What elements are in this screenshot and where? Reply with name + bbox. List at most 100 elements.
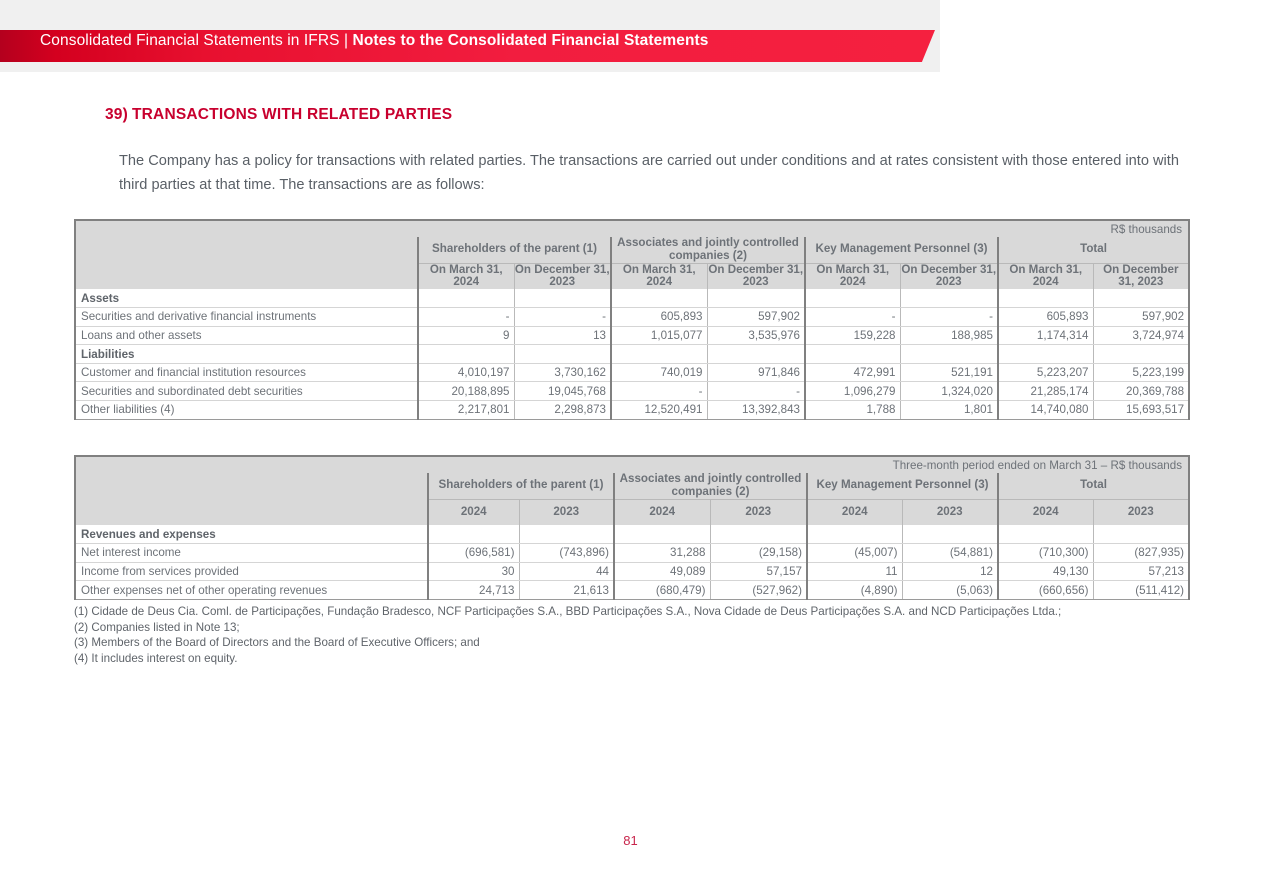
row-value: 1,788 [804,400,900,420]
table-row: Other liabilities (4) 2,217,801 2,298,873 1… [74,400,1191,420]
row-value: 20,188,895 [417,381,514,402]
header-title-normal: Consolidated Financial Statements in IFR… [40,32,353,49]
row-value [513,289,611,309]
table1-group-key-management: Key Management Personnel (3) [804,237,998,263]
table2-corner-cell [74,455,428,473]
table2-period-6: 2024 [997,498,1093,525]
footnotes: (1) Cidade de Deus Cia. Coml. de Partici… [74,604,1061,666]
row-value: 30 [427,562,519,582]
table1-period-4: On March 31, 2024 [804,262,900,289]
table2-group-shareholders: Shareholders of the parent (1) [427,473,614,499]
row-value: 13 [513,326,611,346]
row-value: 31,288 [613,543,710,563]
page-title: 39) TRANSACTIONS WITH RELATED PARTIES [78,106,452,124]
table2-period-2: 2024 [613,498,710,525]
table-row: Revenues and expenses [74,525,1191,545]
section-number: 39) [104,106,128,123]
row-value: 20,369,788 [1092,381,1191,402]
row-value: (29,158) [709,543,807,563]
row-value: 49,130 [997,562,1093,582]
row-value: 2,298,873 [513,400,611,420]
intro-paragraph: The Company has a policy for transaction… [119,153,1179,193]
footnote-line: (2) Companies listed in Note 13; [74,620,240,634]
row-value: 2,217,801 [417,400,514,420]
row-label: Assets [74,289,418,309]
row-value: - [417,307,514,327]
row-value: (827,935) [1092,543,1191,563]
row-value [899,344,998,364]
row-value: 521,191 [899,363,998,383]
table1-group-header-row: Shareholders of the parent (1) Associate… [74,236,1191,289]
row-value [899,289,998,309]
row-label: Other liabilities (4) [74,400,418,420]
row-value: - [706,381,805,402]
table-row: Liabilities [74,344,1191,364]
row-value: (45,007) [806,543,902,563]
row-value: 15,693,517 [1092,400,1191,420]
row-value [613,525,710,545]
row-value: - [513,307,611,327]
row-value [997,525,1093,545]
row-value [997,289,1093,309]
table2-group-header-row: Shareholders of the parent (1) Associate… [74,472,1191,525]
table1-period-6: On March 31, 2024 [997,262,1093,289]
table1-group-shareholders: Shareholders of the parent (1) [417,237,611,263]
table1-corner-cell [74,219,418,237]
row-value [706,289,805,309]
row-value: 3,535,976 [706,326,805,346]
row-value: 1,324,020 [899,381,998,402]
row-value: 5,223,199 [1092,363,1191,383]
row-value [417,344,514,364]
row-value: 19,045,768 [513,381,611,402]
row-label: Securities and derivative financial inst… [74,307,418,327]
row-value: 9 [417,326,514,346]
row-label: Revenues and expenses [74,525,428,545]
row-value: (511,412) [1092,580,1191,600]
row-value [427,525,519,545]
table-row: Securities and subordinated debt securit… [74,381,1191,402]
row-value [1092,289,1191,309]
row-value [804,289,900,309]
row-value: 188,985 [899,326,998,346]
table-row: Securities and derivative financial inst… [74,307,1191,327]
row-value [997,344,1093,364]
row-value: (660,656) [997,580,1093,600]
table-row: Income from services provided 30 44 49,089 5… [74,562,1191,582]
footnote-line: (4) It includes interest on equity. [74,651,238,665]
row-value [518,525,614,545]
table2-period-3: 2023 [709,498,807,525]
table1-period-3: On December 31, 2023 [706,262,805,289]
row-value: 605,893 [610,307,707,327]
row-value [417,289,514,309]
row-value: 11 [806,562,902,582]
row-label: Customer and financial institution resou… [74,363,418,383]
table1-period-5: On December 31, 2023 [899,262,998,289]
row-value [709,525,807,545]
row-value: 57,213 [1092,562,1191,582]
table-row: Assets [74,289,1191,309]
row-value: 12,520,491 [610,400,707,420]
table1-period-header-row: On March 31, 2024 On December 31, 2023 O… [75,262,1191,289]
table1-body: Assets Securities and derivative financia… [74,289,1191,420]
row-value [610,344,707,364]
row-value: 1,801 [899,400,998,420]
row-value: 740,019 [610,363,707,383]
row-value: 49,089 [613,562,710,582]
row-value: (54,881) [901,543,998,563]
table-row: Loans and other assets 9 13 1,015,077 3,535,… [74,326,1191,346]
row-value: 1,174,314 [997,326,1093,346]
row-value: - [804,307,900,327]
row-value: (5,063) [901,580,998,600]
row-value: 21,613 [518,580,614,600]
row-value: (710,300) [997,543,1093,563]
row-value: 1,015,077 [610,326,707,346]
row-value [513,344,611,364]
table1-unit-row: R$ thousands [74,219,1191,237]
row-value: 24,713 [427,580,519,600]
row-value: 605,893 [997,307,1093,327]
row-value [1092,344,1191,364]
table1-period-7: On December 31, 2023 [1092,262,1191,289]
row-value: 597,902 [1092,307,1191,327]
table2-group-associates: Associates and jointly controlled compan… [613,472,807,499]
row-value: 3,724,974 [1092,326,1191,346]
